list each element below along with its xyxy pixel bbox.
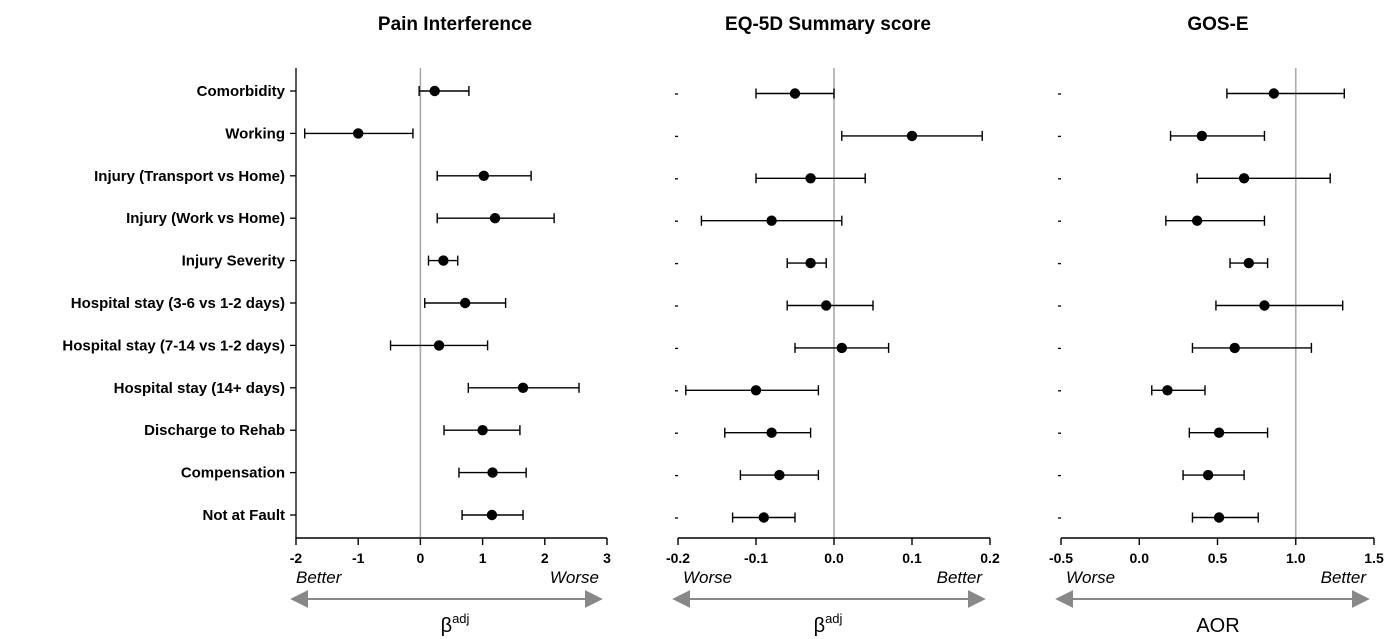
category-label: Compensation xyxy=(181,465,285,482)
x-tick-label: 1 xyxy=(479,550,487,566)
estimate-point xyxy=(459,297,471,309)
x-axis-label-superscript: adj xyxy=(825,611,842,626)
direction-label-right: Better xyxy=(937,568,984,587)
estimate-point xyxy=(1238,173,1250,184)
panel-title: EQ-5D Summary score xyxy=(725,14,931,35)
estimate-point xyxy=(805,257,816,269)
direction-label-right: Worse xyxy=(550,568,599,587)
estimate-point xyxy=(1243,257,1255,269)
estimate-point xyxy=(438,255,449,266)
x-tick-label: -2 xyxy=(290,550,303,566)
category-label: Hospital stay (3-6 vs 1-2 days) xyxy=(71,295,285,312)
estimate-point xyxy=(1213,427,1225,438)
estimate-point xyxy=(906,130,918,142)
panel-title: GOS-E xyxy=(1187,14,1248,35)
estimate-point xyxy=(1202,469,1214,481)
direction-label-left: Better xyxy=(296,568,343,587)
estimate-point xyxy=(1191,215,1203,226)
category-labels: Comorbidity Working Injury (Transport vs H… xyxy=(62,83,285,524)
estimate-point xyxy=(1268,88,1280,99)
estimate-point xyxy=(805,173,816,184)
panel-title: Pain Interference xyxy=(378,14,532,35)
x-tick-label: -0.1 xyxy=(744,550,768,566)
category-label: Not at Fault xyxy=(203,507,286,524)
estimate-point xyxy=(766,427,777,438)
estimate-point xyxy=(487,467,498,478)
x-tick-label: 1.5 xyxy=(1364,550,1384,566)
category-label: Injury (Transport vs Home) xyxy=(94,168,285,185)
panel-pain-interference: Pain Interference -2 -1 0 1 2 3 Better Worse βadj xyxy=(290,14,611,637)
category-label: Injury (Work vs Home) xyxy=(126,210,285,227)
estimate-point xyxy=(1259,300,1270,311)
x-tick-label: -0.2 xyxy=(666,550,690,566)
category-label: Discharge to Rehab xyxy=(144,422,285,439)
estimate-point xyxy=(766,215,777,226)
x-tick-label: 0.5 xyxy=(1208,550,1228,566)
estimate-point xyxy=(353,128,364,139)
x-tick-label: 3 xyxy=(603,550,611,566)
direction-label-left: Worse xyxy=(1066,568,1115,587)
category-label: Hospital stay (14+ days) xyxy=(114,380,285,397)
estimate-point xyxy=(486,509,498,521)
estimate-point xyxy=(758,512,769,523)
x-axis-label-superscript: adj xyxy=(452,611,469,626)
category-label: Comorbidity xyxy=(197,83,286,100)
x-axis-label-base: β xyxy=(441,615,453,637)
x-tick-label: 0.0 xyxy=(1130,550,1150,566)
estimate-point xyxy=(821,300,832,311)
estimate-point xyxy=(789,88,801,99)
estimate-point xyxy=(1196,130,1208,142)
direction-label-right: Better xyxy=(1321,568,1368,587)
x-axis-label: AOR xyxy=(1196,615,1239,637)
direction-label-left: Worse xyxy=(683,568,732,587)
x-axis-label: βadj xyxy=(441,611,470,637)
x-axis-label: βadj xyxy=(814,611,843,637)
x-tick-label: -1 xyxy=(352,550,365,566)
estimate-point xyxy=(774,469,785,481)
category-label: Working xyxy=(225,125,285,142)
category-label: Hospital stay (7-14 vs 1-2 days) xyxy=(62,337,285,354)
estimate-point xyxy=(477,425,488,436)
x-tick-label: 0.2 xyxy=(980,550,1000,566)
x-tick-label: -0.5 xyxy=(1049,550,1073,566)
estimate-point xyxy=(517,382,529,393)
category-label: Injury Severity xyxy=(182,253,286,270)
estimate-point xyxy=(836,342,847,354)
panel-eq5d-summary-score: EQ-5D Summary score -0.2 -0.1 0.0 0.1 0.2 Wors… xyxy=(666,14,1000,637)
x-tick-label: 1.0 xyxy=(1286,550,1306,566)
x-tick-label: 2 xyxy=(541,550,549,566)
estimate-point xyxy=(433,340,445,351)
estimate-point xyxy=(1213,512,1225,523)
x-axis-label-base: β xyxy=(814,615,826,637)
panel-gos-e: GOS-E -0.5 0.0 0.5 1.0 1.5 Worse Better AOR xyxy=(1049,14,1384,637)
estimate-point xyxy=(1229,342,1240,354)
x-tick-label: 0.0 xyxy=(824,550,844,566)
x-tick-label: 0 xyxy=(417,550,425,566)
x-tick-label: 0.1 xyxy=(902,550,922,566)
estimate-point xyxy=(750,385,762,396)
estimate-point xyxy=(429,85,440,97)
estimate-point xyxy=(478,170,490,181)
estimate-point xyxy=(489,213,501,224)
estimate-point xyxy=(1162,385,1173,396)
